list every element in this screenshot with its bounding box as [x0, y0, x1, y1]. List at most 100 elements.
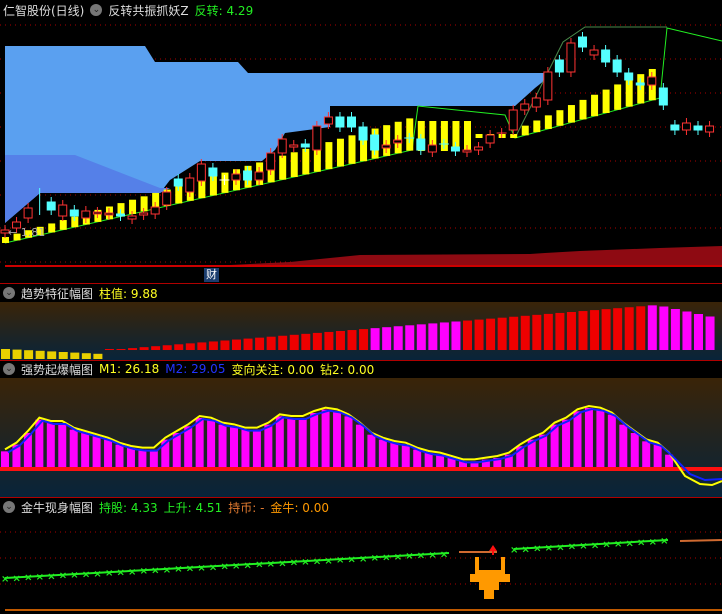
candle [116, 213, 125, 217]
feature-bar [636, 306, 646, 350]
candle [58, 204, 68, 217]
feature-bar [532, 314, 542, 350]
feature-bar [486, 318, 496, 350]
trend-bar [533, 120, 541, 133]
trend-feature-chart[interactable] [0, 302, 722, 360]
chevron-down-icon[interactable]: ⌄ [90, 4, 103, 16]
hold-line [4, 552, 450, 579]
divider [0, 497, 722, 498]
breakout-bar [378, 439, 387, 468]
panel3-title[interactable]: 强势起爆幅图 [21, 362, 94, 377]
feature-bar [428, 323, 438, 350]
hold-marker: × [348, 554, 356, 565]
finance-badge[interactable]: 财 [204, 268, 219, 282]
chevron-down-icon[interactable]: ⌄ [3, 363, 15, 375]
cash-line [679, 539, 722, 542]
hold-marker: × [24, 573, 32, 584]
finance-area [230, 246, 722, 267]
trend-bar [348, 135, 356, 164]
feature-bar [93, 353, 103, 359]
feature-bar [208, 341, 218, 350]
golden-bull-chart[interactable]: × × × × × × × × × × × × × × × × × × × × × × × × × × × × × × × × × × × × × × × ×… [0, 516, 722, 614]
candle [670, 124, 680, 131]
candle [543, 71, 553, 101]
hold-marker: × [371, 553, 379, 564]
candle [92, 211, 102, 215]
hold-marker: × [591, 540, 599, 551]
candle [508, 109, 518, 131]
candle [23, 207, 33, 219]
feature-bar [405, 325, 415, 350]
panel4-title[interactable]: 金牛现身幅图 [21, 500, 94, 515]
breakout-bar [459, 461, 467, 468]
trend-bar [175, 186, 183, 204]
breakout-bar [447, 458, 456, 468]
feature-bar [370, 328, 380, 350]
feature-bar [670, 309, 680, 350]
feature-bar [220, 340, 230, 350]
hold-marker: × [405, 551, 413, 562]
feature-bar [520, 315, 530, 350]
trend-bar [290, 152, 298, 178]
candle [335, 116, 345, 128]
candle [358, 126, 368, 141]
hold-marker: × [186, 564, 194, 575]
feature-bar [116, 349, 126, 350]
candle [243, 170, 253, 181]
breakout-bar [344, 416, 353, 468]
feature-bar [416, 324, 426, 350]
trend-bar [59, 220, 67, 230]
hold-marker: × [428, 550, 436, 561]
m1-readout: M1: 26.18 [99, 362, 160, 376]
hold-marker: × [649, 537, 657, 548]
main-header: 仁智股份(日线) ⌄ 反转共振抓妖Z 反转: 4.29 [0, 1, 253, 19]
feature-bar [335, 331, 345, 350]
main-price-chart[interactable] [0, 20, 722, 270]
breakout-bar [470, 461, 479, 468]
trend-bar [544, 115, 552, 129]
hold-marker: × [209, 562, 217, 573]
hold-marker: × [93, 569, 101, 580]
feature-bar [624, 307, 634, 350]
trend-bar [152, 192, 160, 209]
panel4-header: ⌄ 金牛现身幅图 持股: 4.33 上升: 4.51 持币: - 金牛: 0.0… [0, 498, 329, 516]
breakout-bar [264, 424, 273, 468]
feature-bar [359, 329, 369, 350]
breakout-bar [230, 426, 238, 468]
feature-bar [463, 320, 472, 350]
panel2-title[interactable]: 趋势特征幅图 [21, 286, 94, 301]
candle [693, 125, 703, 131]
indicator-name[interactable]: 反转共振抓妖Z [108, 3, 189, 18]
candle [173, 178, 183, 187]
feature-bar [601, 309, 611, 350]
breakout-bar [195, 418, 204, 468]
feature-bar [289, 334, 299, 350]
breakout-bar [573, 411, 582, 468]
feature-bar [682, 311, 692, 350]
trend-bar [140, 196, 148, 212]
hold-marker: × [59, 571, 67, 582]
candle [370, 134, 380, 151]
feature-bar [578, 311, 588, 350]
hold-line [513, 539, 669, 550]
chevron-down-icon[interactable]: ⌄ [3, 287, 15, 299]
breakout-bar [275, 416, 284, 468]
drill-readout: 钻2: 0.00 [320, 362, 375, 377]
feature-bar [185, 343, 195, 350]
feature-bar [151, 346, 161, 350]
hold-marker: × [255, 560, 263, 571]
feature-bar [70, 352, 80, 359]
hold-marker: × [267, 559, 275, 570]
candle [277, 138, 287, 154]
trend-bar [302, 148, 310, 175]
candle [254, 171, 264, 181]
breakout-bar [424, 453, 433, 468]
divider [0, 283, 722, 284]
candle [231, 173, 241, 181]
breakout-bar [436, 454, 445, 468]
candle [658, 87, 668, 106]
strong-breakout-chart[interactable] [0, 378, 722, 497]
breakout-bar [596, 409, 605, 468]
candle [566, 42, 576, 73]
chevron-down-icon[interactable]: ⌄ [3, 501, 15, 513]
